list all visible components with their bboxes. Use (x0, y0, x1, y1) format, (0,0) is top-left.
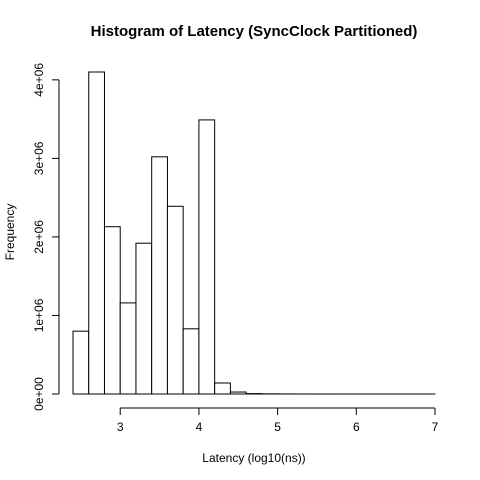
histogram-bar (88, 71, 105, 395)
histogram-bar (229, 391, 247, 395)
histogram-bar (119, 302, 137, 395)
x-tick-label: 7 (432, 420, 439, 434)
histogram-bar (198, 119, 216, 395)
x-axis: 3 4 5 6 7 (117, 407, 439, 434)
histogram-bar (151, 156, 168, 395)
y-tick-label: 4e+06 (32, 63, 46, 97)
y-tick-label: 1e+06 (32, 298, 46, 332)
y-axis-label: Frequency (3, 204, 17, 261)
histogram-bar (103, 226, 121, 395)
y-tick-label: 2e+06 (32, 220, 46, 254)
histogram-bar (166, 205, 184, 395)
histogram-bar (72, 330, 90, 395)
x-tick-label: 3 (117, 420, 124, 434)
histogram-bar (214, 382, 231, 395)
y-tick-label: 0e+00 (32, 377, 46, 411)
bars-group (72, 71, 436, 395)
x-axis-label: Latency (log10(ns)) (202, 451, 305, 465)
histogram-bar (135, 242, 153, 395)
y-tick-label: 3e+06 (32, 141, 46, 175)
histogram-bar (182, 328, 200, 395)
x-tick-label: 4 (196, 420, 203, 434)
x-tick-label: 6 (353, 420, 360, 434)
y-axis: 0e+00 1e+06 2e+06 3e+06 4e+06 (32, 63, 60, 411)
x-tick-label: 5 (274, 420, 281, 434)
chart-title: Histogram of Latency (SyncClock Partitio… (91, 23, 418, 40)
